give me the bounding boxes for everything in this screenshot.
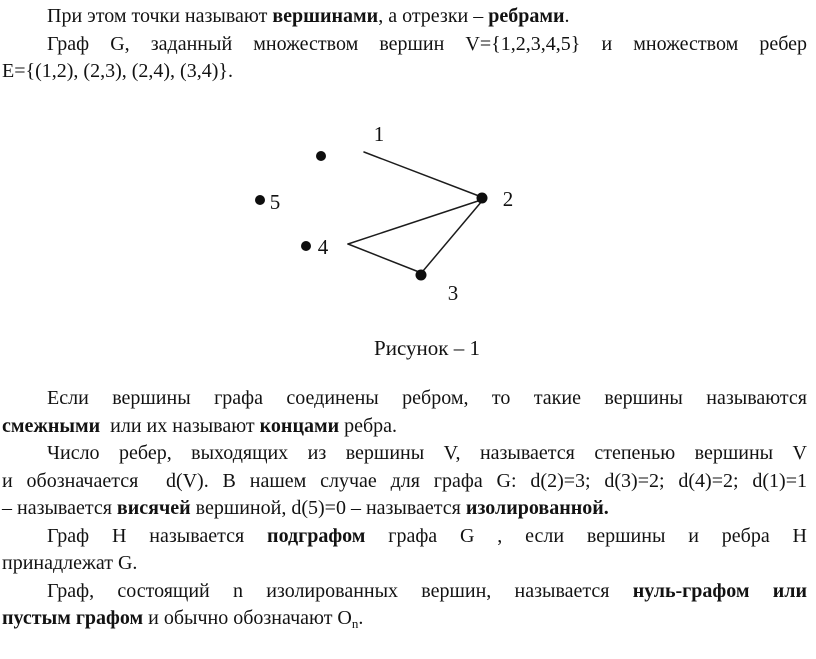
vertex-dot-5 [255,195,265,205]
text-run: – называется [2,497,117,519]
figure-caption: Рисунок – 1 [374,336,480,360]
text-run: и обозначается d(V). В нашем случае для … [2,469,807,492]
bold-text-run: вершинами [272,5,379,27]
bold-text-run: изолированной. [465,497,609,519]
text-line: При этом точки называют вершинами, а отр… [2,3,807,31]
text-line: Число ребер, выходящих из вершины V, наз… [2,440,807,468]
text-run: Граф Н называется [47,524,268,547]
vertex-dot-2 [476,192,488,204]
vertex-dot-3 [415,269,427,281]
text-line: Граф Н называется подграфом графа G , ес… [2,523,807,551]
text-run: . [564,5,570,27]
edge-line-2-4 [347,199,482,245]
text-run: Граф G, заданный множеством вершин V={1,… [47,32,807,55]
text-line: принадлежат G. [2,550,807,578]
text-run: и обычно обозначают O [143,607,352,629]
bold-text-run: нуль-графом или [632,579,807,602]
text-line: и обозначается d(V). В нашем случае для … [2,468,807,496]
text-run: графа G , если вершины и ребра Н [365,524,807,547]
bold-text-run: пустым графом [2,607,144,629]
edge-line-1-2 [363,151,480,197]
edge-line-4-3 [347,243,420,273]
text-line: Если вершины графа соединены ребром, то … [2,385,807,413]
text-line: пустым графом и обычно обозначают On. [2,605,807,633]
vertex-label-1: 1 [374,122,385,146]
subscript-run: n [351,616,359,631]
vertex-label-2: 2 [503,187,514,211]
bold-text-run: ребрами [488,5,565,27]
text-line: Граф, состоящий n изолированных вершин, … [2,578,807,606]
edge-line-2-3 [422,200,483,272]
text-line: – называется висячей вершиной, d(5)=0 – … [2,495,807,523]
text-line: смежными или их называют концами ребра. [2,413,807,441]
bold-text-run: подграфом [267,524,366,547]
graph-figure: 1 2 3 4 5 [255,122,514,305]
text-run: принадлежат G. [2,552,138,574]
vertex-dot-1 [316,151,326,161]
text-run: вершиной, d(5)=0 – называется [190,497,466,519]
text-run: или их называют [100,414,260,437]
text-run: , а отрезки – [378,5,489,27]
body-paragraphs: Если вершины графа соединены ребром, то … [2,385,807,633]
text-run: Если вершины графа соединены ребром, то … [47,387,807,409]
vertex-dot-4 [301,241,311,251]
intro-paragraphs: При этом точки называют вершинами, а отр… [2,3,807,86]
bold-text-run: смежными [2,414,101,437]
text-run: E={(1,2), (2,3), (2,4), (3,4)}. [2,60,233,82]
text-run: Граф, состоящий n изолированных вершин, … [47,579,633,602]
text-run: . [358,607,364,629]
text-run: Число ребер, выходящих из вершины V, наз… [47,442,807,464]
text-line: E={(1,2), (2,3), (2,4), (3,4)}. [2,58,807,86]
text-run: При этом точки называют [47,5,273,27]
vertex-label-5: 5 [270,190,281,214]
vertex-label-3: 3 [448,281,459,305]
text-run: ребра. [339,414,398,437]
bold-text-run: висячей [116,497,191,519]
vertex-label-4: 4 [318,235,329,259]
bold-text-run: концами [259,414,340,437]
text-line: Граф G, заданный множеством вершин V={1,… [2,31,807,59]
